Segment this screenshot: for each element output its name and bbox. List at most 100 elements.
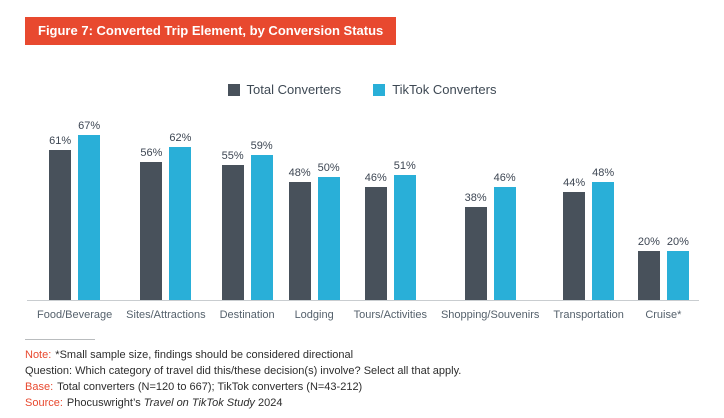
bar-pair: 46% 51% (365, 115, 416, 300)
bar-with-label: 56% (140, 147, 162, 300)
legend-label: Total Converters (246, 82, 342, 97)
bar-group: 48% 50% Lodging (289, 115, 340, 321)
legend-item: TikTok Converters (373, 82, 496, 97)
bar (221, 165, 244, 300)
bar-group: 56% 62% Sites/Attractions (126, 115, 205, 321)
source-prefix: Phocuswright’s (66, 397, 141, 409)
bar-with-label: 46% (365, 172, 387, 300)
source-year: 2024 (258, 397, 283, 409)
category-label: Sites/Attractions (126, 309, 206, 321)
bar-with-label: 20% (638, 236, 660, 300)
bar (49, 150, 72, 300)
question-line: Question: Which category of travel did t… (25, 363, 461, 379)
bar-value-label: 51% (393, 160, 416, 172)
bar-group: 55% 59% Destination (220, 115, 275, 321)
bar-with-label: 48% (289, 167, 311, 300)
bar-pair: 55% 59% (222, 115, 273, 300)
bar-value-label: 55% (221, 150, 244, 162)
bar-chart: 61% 67% Food/Beverage 56% 62% Sites/Attractio… (27, 115, 699, 321)
bar-group: 20% 20% Cruise* (638, 115, 689, 321)
bar (317, 177, 340, 300)
category-label: Cruise* (645, 309, 682, 321)
base-line: Base: Total converters (N=120 to 667); Ti… (25, 379, 461, 395)
note-text: *Small sample size, findings should be c… (55, 349, 354, 361)
bar (140, 162, 163, 300)
bar-with-label: 55% (222, 150, 244, 300)
note-line: Note: *Small sample size, findings should… (25, 347, 461, 363)
bar-value-label: 59% (250, 140, 273, 152)
bar-pair: 44% 48% (563, 115, 614, 300)
bar (78, 135, 101, 300)
bar-with-label: 62% (169, 132, 191, 300)
bar-with-label: 48% (592, 167, 614, 300)
bar-value-label: 44% (563, 177, 586, 189)
note-label: Note: (25, 349, 52, 361)
legend-item: Total Converters (227, 82, 342, 97)
footnote-divider (25, 339, 95, 340)
chart-legend: Total Converters TikTok Converters (0, 82, 724, 97)
bar-with-label: 20% (667, 236, 689, 300)
base-label: Base: (25, 381, 54, 393)
bar-value-label: 56% (140, 147, 163, 159)
bar-group: 44% 48% Transportation (553, 115, 624, 321)
bar-group: 38% 46% Shopping/Souvenirs (441, 115, 539, 321)
bar-with-label: 44% (563, 177, 585, 300)
bar-value-label: 48% (592, 167, 615, 179)
footnotes: Note: *Small sample size, findings should… (25, 339, 461, 411)
bar-pair: 38% 46% (465, 115, 516, 300)
bar-group: 46% 51% Tours/Activities (354, 115, 427, 321)
figure-title: Figure 7: Converted Trip Element, by Con… (38, 23, 384, 38)
bar-value-label: 48% (288, 167, 311, 179)
source-study-title: Travel on TikTok Study (143, 397, 255, 409)
bar-with-label: 51% (394, 160, 416, 300)
bar (393, 175, 416, 300)
bar-groups: 61% 67% Food/Beverage 56% 62% Sites/Attractio… (27, 115, 699, 321)
bar (364, 187, 387, 300)
question-text: Question: Which category of travel did t… (25, 365, 462, 377)
bar-value-label: 67% (78, 120, 101, 132)
legend-swatch-icon (227, 83, 240, 96)
base-text: Total converters (N=120 to 667); TikTok … (57, 381, 363, 393)
bar-with-label: 50% (318, 162, 340, 300)
bar-value-label: 62% (169, 132, 192, 144)
bar-value-label: 61% (49, 135, 72, 147)
bar-value-label: 20% (637, 236, 660, 248)
source-label: Source: (25, 397, 63, 409)
bar (288, 182, 311, 300)
bar (169, 147, 192, 300)
category-label: Food/Beverage (37, 309, 113, 321)
bar-with-label: 38% (465, 192, 487, 300)
bar (493, 187, 516, 300)
bar-value-label: 46% (364, 172, 387, 184)
category-label: Transportation (553, 309, 624, 321)
bar-value-label: 20% (666, 236, 689, 248)
category-label: Destination (219, 309, 275, 321)
bar (464, 207, 487, 300)
source-line: Source: Phocuswright’s Travel on TikTok S… (25, 395, 461, 411)
category-label: Lodging (294, 309, 334, 321)
bar (592, 182, 615, 300)
bar-pair: 48% 50% (289, 115, 340, 300)
legend-label: TikTok Converters (392, 82, 497, 97)
category-label: Shopping/Souvenirs (440, 309, 540, 321)
figure-title-banner: Figure 7: Converted Trip Element, by Con… (25, 17, 397, 45)
bar (666, 251, 689, 300)
bar-pair: 20% 20% (638, 115, 689, 300)
bar-value-label: 50% (317, 162, 340, 174)
bar-value-label: 46% (493, 172, 516, 184)
legend-swatch-icon (373, 83, 386, 96)
bar-with-label: 67% (78, 120, 100, 300)
bar-group: 61% 67% Food/Beverage (37, 115, 112, 321)
bar-with-label: 59% (251, 140, 273, 300)
bar-pair: 56% 62% (140, 115, 191, 300)
bar-pair: 61% 67% (49, 115, 100, 300)
bar-with-label: 46% (494, 172, 516, 300)
bar (637, 251, 660, 300)
bar-value-label: 38% (464, 192, 487, 204)
category-label: Tours/Activities (353, 309, 427, 321)
x-axis-line (27, 300, 699, 301)
bar (250, 155, 273, 300)
bar (563, 192, 586, 300)
bar-with-label: 61% (49, 135, 71, 300)
